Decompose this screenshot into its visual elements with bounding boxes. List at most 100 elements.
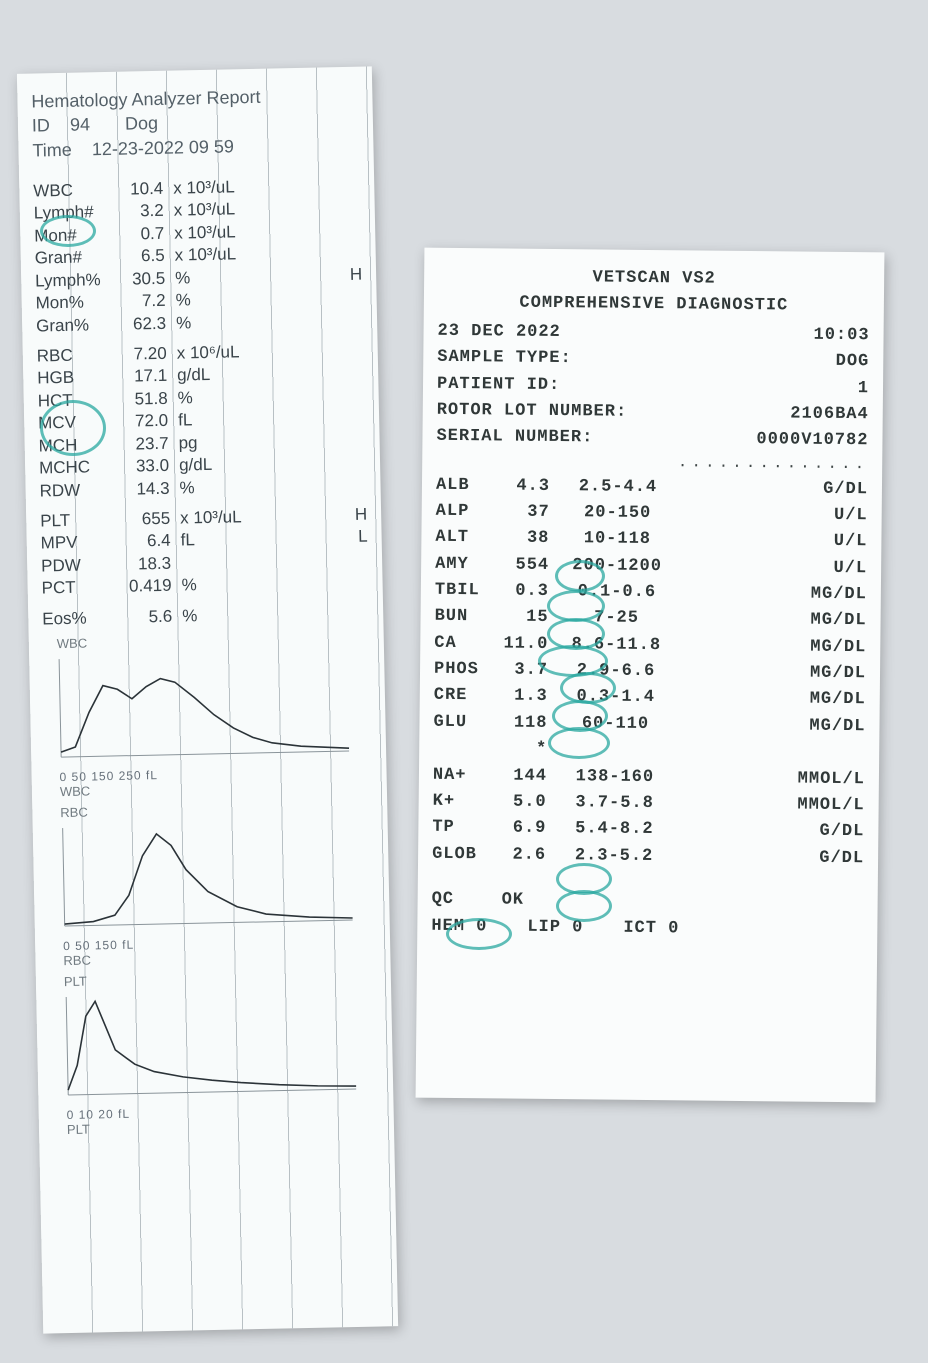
time-label: Time	[32, 139, 72, 160]
param-name: RDW	[39, 478, 117, 502]
param-name: PLT	[40, 509, 118, 533]
chem-value: 1.3	[496, 684, 556, 711]
param-name: PDW	[41, 554, 119, 578]
vetscan-meta: 23 DEC 202210:03SAMPLE TYPE:DOGPATIENT I…	[436, 319, 869, 455]
param-flag: H	[347, 504, 367, 527]
cbc-group-1: WBC10.4x 10³/uLLymph#3.2x 10³/uLMon#0.7x…	[33, 174, 363, 338]
chem-name: TBIL	[435, 578, 497, 605]
chem-range: 0.1-0.6	[557, 579, 677, 607]
chem-row: GLOB2.62.3-5.2G/DL	[432, 841, 864, 872]
chem-range: 0.3-1.4	[556, 684, 676, 712]
param-name: Gran#	[34, 246, 112, 270]
hematology-receipt: Hematology Analyzer Report ID 94 Dog Tim…	[17, 66, 398, 1333]
qc-label: QC	[431, 886, 501, 914]
meta-value: 10:03	[813, 323, 869, 350]
param-value: 7.20	[115, 343, 173, 367]
param-name: Lymph#	[34, 201, 112, 225]
chem-unit: G/DL	[678, 475, 868, 503]
chem-range: 5.4-8.2	[554, 816, 674, 844]
param-value: 0.419	[119, 575, 177, 599]
param-name: RBC	[37, 344, 115, 368]
param-value: 7.2	[113, 290, 171, 314]
meta-value: 0000V10782	[756, 427, 868, 455]
param-unit: %	[178, 602, 349, 628]
chem-value: 15	[496, 605, 556, 632]
chem-name: NA+	[433, 762, 495, 789]
param-flag	[343, 339, 363, 362]
param-name: HGB	[37, 366, 115, 390]
chem-range: 2.9-6.6	[556, 658, 676, 686]
param-name: MPV	[40, 531, 118, 555]
vetscan-title2: COMPREHENSIVE DIAGNOSTIC	[438, 289, 870, 319]
param-flag	[348, 548, 368, 571]
histogram-svg	[57, 816, 359, 932]
vetscan-receipt: VETSCAN VS2 COMPREHENSIVE DIAGNOSTIC 23 …	[416, 248, 885, 1103]
vetscan-header: VETSCAN VS2 COMPREHENSIVE DIAGNOSTIC	[438, 264, 871, 320]
param-name: WBC	[33, 179, 111, 203]
hematology-header: Hematology Analyzer Report ID 94 Dog Tim…	[31, 83, 359, 163]
param-unit: %	[177, 571, 348, 597]
chem-range: 2.5-4.4	[558, 474, 678, 502]
param-name: Mon%	[35, 291, 113, 315]
param-name: MCHC	[39, 456, 117, 480]
param-value: 23.7	[116, 432, 174, 456]
chem-unit: MG/DL	[676, 686, 866, 714]
param-name: Gran%	[36, 313, 114, 337]
id-value: 94	[70, 115, 90, 135]
param-value: 51.8	[115, 387, 173, 411]
chem-value: 5.0	[495, 789, 555, 816]
histogram-charts: WBC0 50 150 250 fLWBCRBC0 50 150 fLRBCPL…	[43, 630, 380, 1138]
param-name: Lymph%	[35, 269, 113, 293]
chem-range: 60-110	[555, 711, 676, 765]
param-flag	[341, 218, 361, 241]
chem-unit: MG/DL	[676, 633, 866, 661]
param-flag	[345, 406, 365, 429]
id-label: ID	[32, 115, 50, 135]
separator-dots: ..............	[436, 450, 868, 473]
chem-value: 118 *	[495, 710, 556, 763]
histogram-block: PLT0 10 20 fLPLT	[50, 968, 380, 1138]
chem-name: K+	[433, 789, 495, 816]
meta-label: PATIENT ID:	[437, 371, 560, 399]
chem-unit: MG/DL	[675, 712, 866, 767]
chem-range: 2.3-5.2	[554, 843, 674, 871]
param-flag	[349, 601, 369, 624]
chem-name: PHOS	[434, 657, 496, 684]
chem-name: CA	[434, 631, 496, 658]
param-value: 6.5	[112, 245, 170, 269]
param-flag	[344, 383, 364, 406]
param-flag	[342, 286, 362, 309]
param-value: 17.1	[115, 365, 173, 389]
chem-unit: MMOL/L	[675, 791, 865, 819]
chem-range: 8.6-11.8	[556, 632, 676, 660]
chem-value: 4.3	[498, 473, 558, 500]
param-value: 14.3	[117, 477, 175, 501]
param-name: Eos%	[42, 607, 120, 631]
chem-range: 200-1200	[557, 553, 677, 581]
chem-value: 11.0	[496, 631, 556, 658]
time-value: 12-23-2022 09 59	[92, 136, 235, 159]
meta-label: SAMPLE TYPE:	[437, 345, 572, 373]
chem-value: 3.7	[496, 658, 556, 685]
chem-range: 138-160	[555, 764, 675, 792]
histogram-block: RBC0 50 150 fLRBC	[46, 799, 376, 969]
param-value: 33.0	[117, 455, 175, 479]
index-item: HEM 0	[431, 913, 487, 941]
chem-row: GLU118 *60-110MG/DL	[433, 710, 866, 767]
param-unit: %	[175, 474, 346, 500]
chem-name: ALB	[436, 472, 498, 499]
param-value: 5.6	[120, 605, 178, 629]
param-unit: %	[172, 309, 343, 335]
param-value: 655	[118, 508, 176, 532]
chem-unit: MG/DL	[676, 607, 866, 635]
meta-label: ROTOR LOT NUMBER:	[437, 398, 628, 426]
param-value: 3.2	[112, 200, 170, 224]
chem-value: 144	[495, 763, 555, 790]
chem-unit: U/L	[677, 554, 867, 582]
qc-value: OK	[501, 886, 863, 917]
param-flag: H	[342, 263, 362, 286]
chem-unit: MG/DL	[677, 580, 867, 608]
param-value: 72.0	[116, 410, 174, 434]
chem-value: 6.9	[494, 816, 554, 843]
chem-value: 38	[497, 526, 557, 553]
